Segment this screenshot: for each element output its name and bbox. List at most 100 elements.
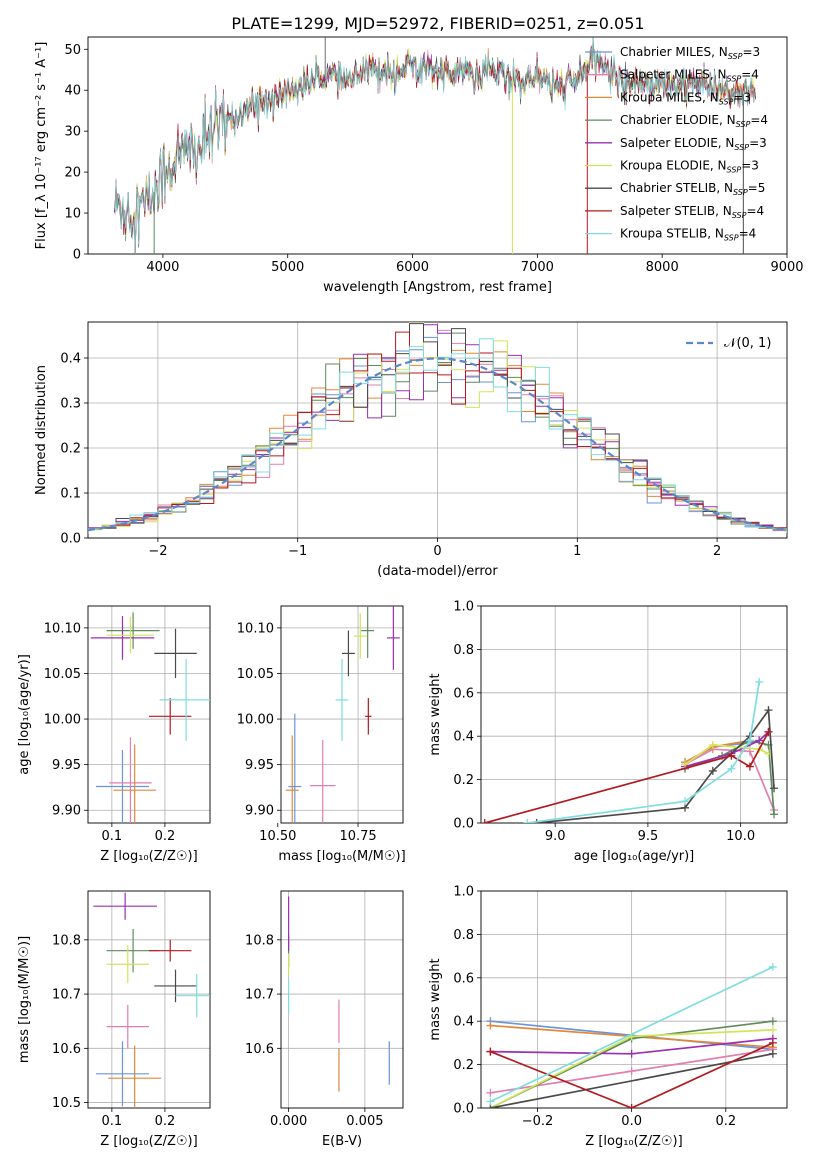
- legend-label-suffix: =4: [750, 113, 768, 127]
- legend-label: Chabrier ELODIE, NSSP=4: [620, 113, 768, 129]
- weight_vs_age-frame: [480, 605, 788, 824]
- age_vs_Z-ytick-label: 9.95: [52, 758, 81, 773]
- spectrum-xtick-label: 9000: [770, 260, 803, 275]
- spectrum-frame: [87, 36, 788, 255]
- weight-marker-salpeter_stelib: [764, 727, 773, 736]
- weight_vs_Z-xlabel: Z [log₁₀(Z/Z☉)]: [585, 1134, 682, 1149]
- weight_vs_Z-ylabel: mass weight: [428, 958, 443, 1040]
- age_vs_Z-points: [90, 612, 210, 823]
- age_vs_Z-ytick-label: 9.90: [52, 804, 81, 819]
- mass_vs_Z-ytick-label: 10.7: [52, 988, 81, 1003]
- weight-line-chabrier_stelib: [490, 1052, 774, 1108]
- legend-label: 𝒩(0, 1): [724, 336, 771, 351]
- legend-label-suffix: =5: [748, 181, 766, 195]
- spectrum-xtick-label: 6000: [396, 260, 429, 275]
- weight_vs_Z-axes: −0.2 0.0 0.2 0.0 0.2 0.4 0.6 0.8 1.0 Z [log₁₀(Z/Z…: [428, 885, 788, 1149]
- legend-label-main: Kroupa ELODIE, N: [620, 159, 727, 173]
- weight-marker-salpeter_stelib: [627, 1104, 636, 1108]
- age_vs_Z-axes: 0.1 0.2 9.90 9.95 10.00 10.05 10.10 Z [log₁₀(Z/…: [17, 605, 211, 864]
- legend-label: Salpeter STELIB, NSSP=4: [620, 204, 764, 220]
- legend-label-main: Salpeter STELIB, N: [620, 204, 732, 218]
- legend-label-suffix: =3: [741, 159, 759, 173]
- spectrum-xtick-label: 7000: [521, 260, 554, 275]
- weight-marker-salpeter_stelib: [486, 1047, 495, 1056]
- weight-marker-salpeter_stelib: [727, 751, 736, 760]
- weight-marker-chabrier_elodie: [768, 1017, 777, 1026]
- legend-label-main: Chabrier STELIB, N: [620, 181, 733, 195]
- mass_vs_ebv-ytick-label: 10.7: [245, 988, 274, 1003]
- weight_vs_Z-ytick-label: 1.0: [453, 885, 474, 900]
- age_vs_Z-xtick-label: 0.1: [102, 829, 123, 844]
- weight-line-salpeter_stelib: [484, 731, 770, 823]
- weight_vs_Z-xtick-label: 0.0: [621, 1114, 642, 1129]
- mass_vs_ebv-frame: [280, 890, 404, 1109]
- age_vs_mass-ytick-label: 10.00: [237, 713, 274, 728]
- spectrum-ylabel: Flux [f_λ 10⁻¹⁷ erg cm⁻² s⁻¹ A⁻¹]: [34, 42, 49, 250]
- residuals-xtick-label: −2: [148, 544, 167, 559]
- age_vs_mass-xlabel: mass [log₁₀(M/M☉)]: [278, 849, 405, 864]
- weight_vs_age-xtick-label: 10.0: [726, 829, 755, 844]
- weight_vs_age-ytick-label: 0.2: [453, 773, 474, 788]
- legend-label-sub: SSP: [732, 211, 747, 220]
- figure-title: PLATE=1299, MJD=52972, FIBERID=0251, z=0…: [231, 14, 644, 33]
- normal-curve: [88, 357, 787, 532]
- weight-marker-chabrier_stelib: [708, 766, 717, 775]
- legend-label-suffix: =3: [733, 90, 751, 104]
- mass_vs_ebv-xtick-label: 0.000: [270, 1114, 307, 1129]
- weight_vs_age-ytick-label: 1.0: [453, 600, 474, 615]
- spectrum-line-kroupa_stelib: [113, 37, 756, 254]
- mass_vs_Z-frame: [87, 890, 211, 1109]
- residuals-legend: 𝒩(0, 1): [686, 336, 771, 351]
- legend-label-sub: SSP: [728, 52, 743, 61]
- weight-marker-salpeter_miles: [627, 1067, 636, 1076]
- weight-marker-kroupa_elodie: [681, 760, 689, 769]
- legend-label-sub: SSP: [719, 97, 734, 106]
- mass_vs_Z-points: [93, 892, 210, 1108]
- legend-label: Kroupa STELIB, NSSP=4: [620, 227, 756, 243]
- spectrum-xtick-label: 8000: [646, 260, 679, 275]
- weight-marker-salpeter_miles: [486, 1088, 495, 1097]
- residuals-xlabel: (data-model)/error: [377, 564, 498, 579]
- weight_vs_Z-ytick-label: 0.4: [453, 1015, 474, 1030]
- mass_vs_ebv-xlabel: E(B-V): [322, 1134, 362, 1149]
- spectrum-xtick-label: 4000: [146, 260, 179, 275]
- legend-label: Salpeter MILES, NSSP=4: [620, 68, 759, 84]
- weight_vs_age-ytick-label: 0.8: [453, 643, 474, 658]
- weight-marker-kroupa_stelib: [768, 962, 777, 971]
- weight-marker-chabrier_elodie: [770, 810, 779, 819]
- weight-marker-chabrier_stelib: [770, 784, 779, 793]
- mass_vs_Z-xlabel: Z [log₁₀(Z/Z☉)]: [100, 1134, 197, 1149]
- spectrum-axes: 4000 5000 6000 7000 8000 9000 0 10 20 30 40 50 wavel…: [34, 36, 804, 295]
- residual-step-kroupa_stelib: [88, 338, 787, 532]
- legend-label-suffix: =4: [739, 227, 757, 241]
- weight_vs_age-ylabel: mass weight: [428, 673, 443, 755]
- weight_vs_Z-ytick-label: 0.2: [453, 1058, 474, 1073]
- weight-marker-kroupa_stelib: [681, 797, 689, 806]
- legend-label-sub: SSP: [727, 75, 742, 84]
- weight_vs_age-ytick-label: 0.6: [453, 686, 474, 701]
- weight_vs_Z-series: [486, 962, 777, 1108]
- age_vs_mass-points: [285, 606, 400, 823]
- spectrum-ytick-label: 50: [64, 43, 81, 58]
- weight-marker-salpeter_stelib: [745, 762, 754, 771]
- age_vs_mass-ytick-label: 9.95: [245, 758, 274, 773]
- legend-label-main: Chabrier MILES, N: [620, 45, 728, 59]
- legend-label-main: Chabrier ELODIE, N: [620, 113, 736, 127]
- weight-marker-chabrier_stelib: [532, 819, 541, 823]
- age_vs_mass-frame: [280, 605, 404, 824]
- spectrum-xlabel: wavelength [Angstrom, rest frame]: [323, 280, 552, 295]
- mass_vs_ebv-ytick-label: 10.8: [245, 933, 274, 948]
- mass_vs_Z-ytick-label: 10.5: [52, 1096, 81, 1111]
- residuals-ytick-label: 0.0: [60, 532, 81, 547]
- weight-marker-kroupa_stelib: [486, 1097, 495, 1106]
- legend-label-suffix: =3: [749, 136, 767, 150]
- age_vs_mass-axes: 10.50 10.75 9.90 9.95 10.00 10.05 10.10 mass [l…: [237, 605, 406, 864]
- age_vs_Z-xtick-label: 0.2: [155, 829, 176, 844]
- age_vs_mass-ytick-label: 9.90: [245, 804, 274, 819]
- weight-marker-salpeter_elodie: [755, 736, 764, 745]
- spectrum-ytick-label: 10: [64, 207, 81, 222]
- legend-label-main: Kroupa STELIB, N: [620, 227, 724, 241]
- weight-marker-kroupa_stelib: [755, 677, 764, 686]
